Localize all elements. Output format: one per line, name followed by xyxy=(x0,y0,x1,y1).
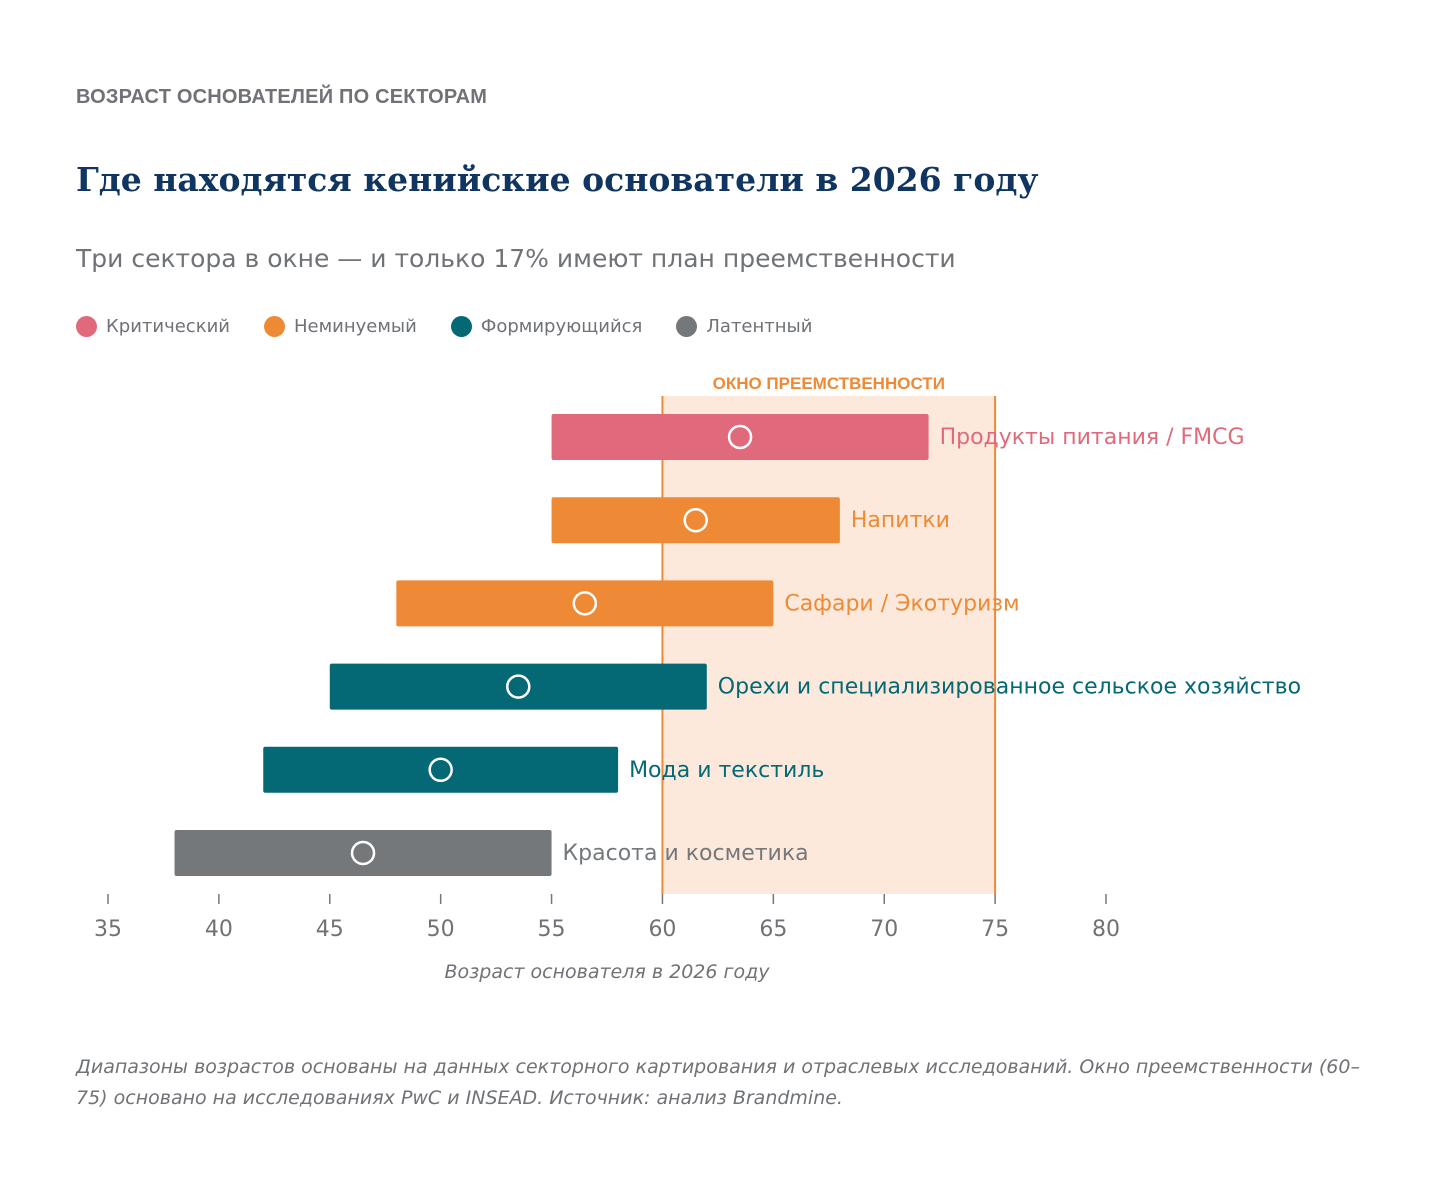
bar-marker-0 xyxy=(727,424,753,450)
bar-label-3: Орехи и специализированное сельское хозя… xyxy=(718,675,1301,700)
chart-subtitle: Три сектора в окне — и только 17% имеют … xyxy=(76,244,956,273)
x-tick-label-55: 55 xyxy=(538,917,566,942)
legend-dot-critical xyxy=(76,315,97,337)
bar-marker-1 xyxy=(683,507,708,533)
chart-eyebrow: ВОЗРАСТ ОСНОВАТЕЛЕЙ ПО СЕКТОРАМ xyxy=(76,86,488,108)
bar-marker-5 xyxy=(350,840,376,866)
x-tick-label-65: 65 xyxy=(759,917,787,942)
legend-label-emerging: Формирующийся xyxy=(480,315,643,337)
bar-label-4: Мода и текстиль xyxy=(629,758,824,783)
bar-label-5: Красота и косметика xyxy=(563,841,809,866)
bar-1 xyxy=(551,497,840,544)
legend-item-critical: Критический xyxy=(76,315,230,337)
x-tick-label-60: 60 xyxy=(648,917,676,942)
x-tick-label-40: 40 xyxy=(205,917,233,942)
x-tick-label-45: 45 xyxy=(316,917,344,942)
legend-label-critical: Критический xyxy=(106,315,230,337)
x-tick-label-80: 80 xyxy=(1092,917,1120,942)
succession-window-band xyxy=(662,396,996,894)
chart-footnote: Диапазоны возрастов основаны на данных с… xyxy=(76,1056,1360,1109)
x-tick-label-50: 50 xyxy=(427,917,455,942)
chart-title: Где находятся кенийские основатели в 202… xyxy=(76,160,1039,199)
legend-item-imminent: Неминуемый xyxy=(263,315,417,337)
legend-dot-emerging xyxy=(450,315,472,337)
legend-item-latent: Латентный xyxy=(676,315,813,337)
legend: Критический Неминуемый Формирующийся Лат… xyxy=(76,313,846,339)
bar-label-2: Сафари / Экотуризм xyxy=(784,591,1019,616)
legend-item-emerging: Формирующийся xyxy=(450,315,643,337)
legend-dot-latent xyxy=(676,315,698,337)
bar-2 xyxy=(396,580,774,627)
bar-0 xyxy=(551,414,929,460)
bar-marker-3 xyxy=(506,674,531,699)
bar-5 xyxy=(174,830,552,876)
legend-dot-imminent xyxy=(263,315,285,337)
bar-marker-4 xyxy=(428,757,453,783)
bar-marker-2 xyxy=(572,591,598,616)
succession-window-label: ОКНО ПРЕЕМСТВЕННОСТИ xyxy=(713,374,945,393)
bar-label-0: Продукты питания / FMCG xyxy=(940,425,1245,450)
legend-label-latent: Латентный xyxy=(706,315,813,337)
bar-4 xyxy=(263,746,619,793)
bar-label-1: Напитки xyxy=(851,508,950,533)
legend-label-imminent: Неминуемый xyxy=(293,315,417,337)
range-bar-chart: ОКНО ПРЕЕМСТВЕННОСТИ 35 40 45 50 55 60 65 70 75 80… xyxy=(94,374,1301,983)
x-tick-label-75: 75 xyxy=(981,917,1009,942)
x-axis-title: Возраст основателя в 2026 году xyxy=(445,961,771,983)
x-tick-label-70: 70 xyxy=(870,917,898,942)
x-tick-label-35: 35 xyxy=(94,917,122,942)
bar-3 xyxy=(329,663,707,710)
